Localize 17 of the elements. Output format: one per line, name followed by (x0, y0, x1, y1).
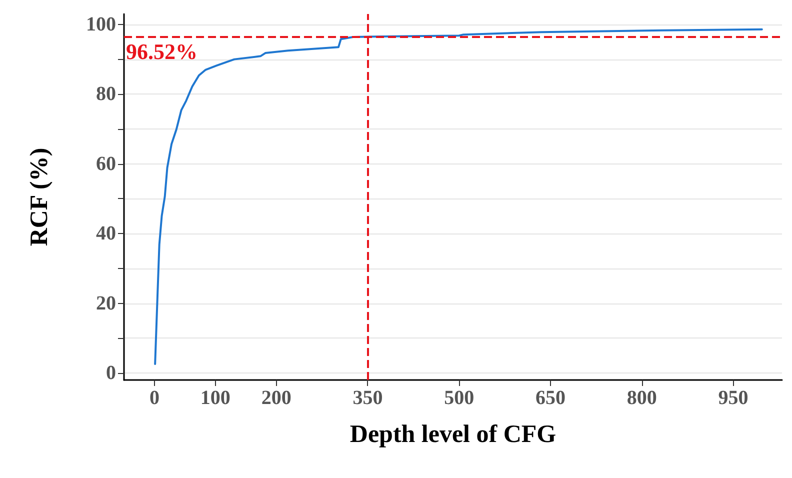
y-tick-label: 60 (96, 152, 116, 175)
x-tick-label: 650 (535, 387, 566, 409)
ref-line-label: 96.52% (126, 39, 198, 64)
y-tick-label: 100 (86, 13, 116, 36)
y-tick-label: 0 (106, 362, 116, 384)
x-tick-label: 200 (261, 387, 292, 409)
y-tick-label: 40 (96, 222, 116, 245)
x-tick-label: 500 (444, 387, 474, 409)
x-tick-label: 350 (352, 387, 383, 409)
y-tick-label: 80 (96, 83, 116, 106)
y-tick-label: 20 (96, 292, 116, 314)
x-tick-label: 800 (626, 387, 657, 409)
x-axis-title: Depth level of CFG (350, 421, 556, 448)
x-tick-label: 100 (200, 387, 230, 409)
x-tick-label: 950 (718, 387, 748, 409)
y-axis-title: RCF (%) (26, 148, 53, 246)
x-tick-label: 0 (149, 387, 160, 409)
